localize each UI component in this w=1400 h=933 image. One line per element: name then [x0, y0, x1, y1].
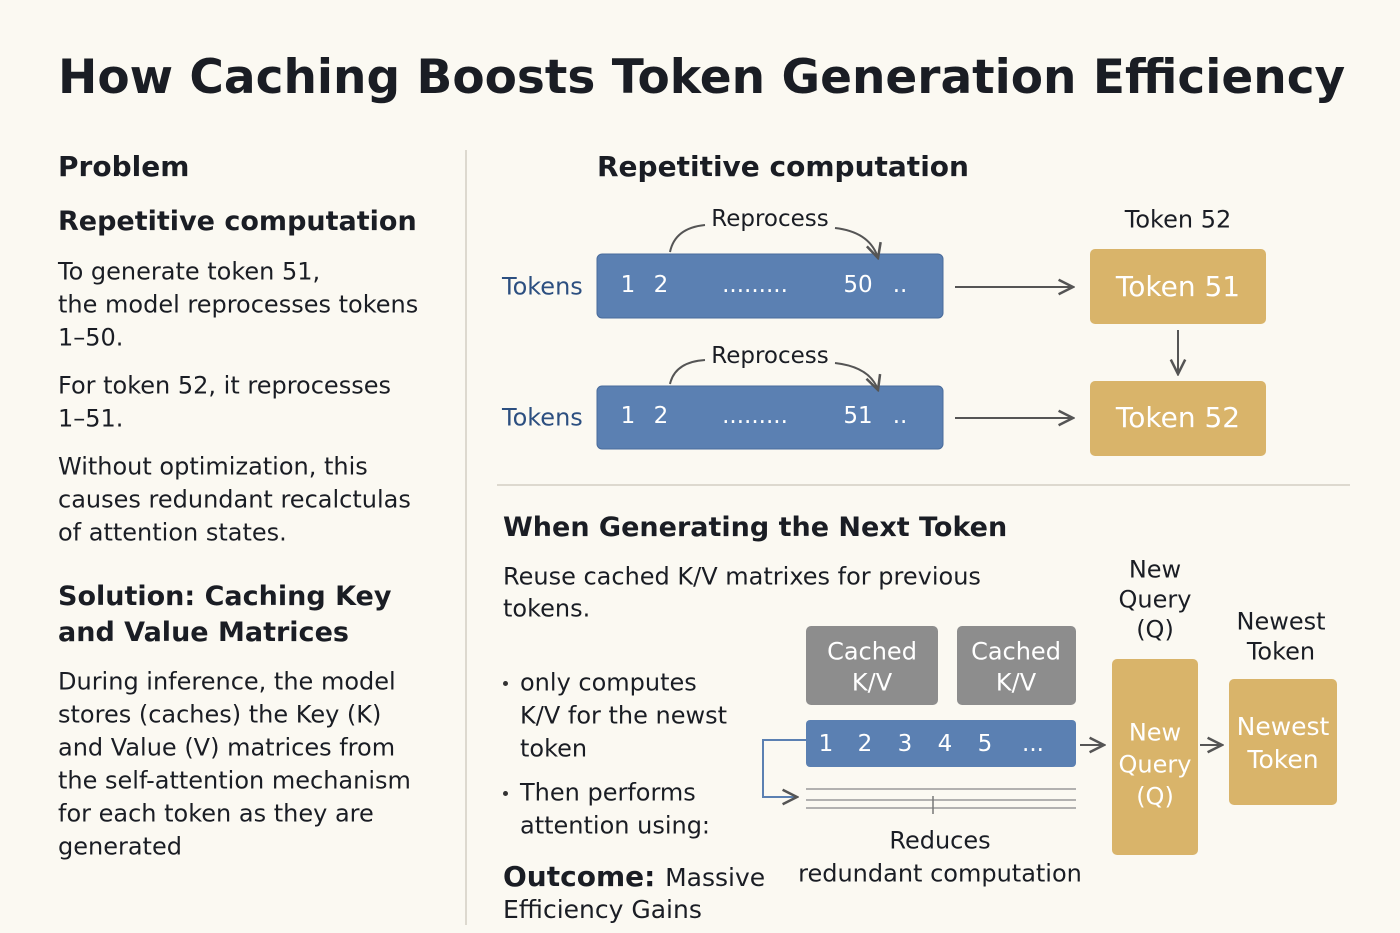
sequence-item: .. [892, 403, 908, 430]
newest-label: Newest [1236, 712, 1330, 741]
paragraph-line: causes redundant recalctulas [58, 485, 411, 514]
bullet-line: K/V for the newst [520, 701, 728, 730]
sequence-item: 4 [937, 731, 953, 758]
sequence-item: ... [1022, 731, 1044, 758]
query-label: Query [1118, 750, 1192, 779]
token-bar [596, 253, 944, 319]
caption: New [1128, 555, 1182, 584]
heading: When Generating the Next Token [503, 511, 1008, 543]
sequence-item: .. [892, 272, 908, 299]
sequence-item: 1 [818, 731, 834, 758]
bullet-marker [503, 791, 508, 796]
bullet-line: attention using: [520, 811, 711, 840]
section-label: Problem [58, 150, 190, 184]
token-box [1090, 249, 1266, 324]
sequence-item: 2 [653, 272, 669, 299]
annotation: Reprocess [711, 206, 829, 233]
query-label: New [1128, 718, 1182, 747]
sequence-item: 1 [620, 403, 636, 430]
bullet-line: token [520, 734, 588, 763]
row-label: Tokens [502, 272, 583, 301]
query-label: (Q) [1136, 782, 1174, 811]
note-line: redundant computation [798, 859, 1082, 888]
bullet-marker [503, 681, 508, 686]
token-label: Token 52 [1115, 401, 1241, 435]
sequence-item: 1 [620, 272, 636, 299]
reprocess-arrow [834, 362, 878, 390]
heading: Repetitive computation [597, 150, 969, 184]
paragraph-line: 1–50. [58, 323, 124, 352]
bracket-arrow [762, 739, 806, 797]
newest-box [1229, 679, 1337, 805]
cache-label: Cached [971, 637, 1061, 666]
paragraph-line: the self-attention mechanism [58, 766, 411, 795]
reprocess-arrow [834, 227, 878, 258]
paragraph-line: During inference, the model [58, 667, 396, 696]
heading: Solution: Caching Key [58, 580, 392, 612]
sequence-item: ......... [722, 403, 788, 430]
row-label: Tokens [502, 403, 583, 432]
cache-label: Cached [827, 637, 917, 666]
paragraph-line: Without optimization, this [58, 452, 368, 481]
token-box [1090, 381, 1266, 456]
sequence-item: 3 [897, 731, 913, 758]
paragraph-line: For token 52, it reprocesses [58, 371, 391, 400]
token-bar [596, 385, 944, 450]
paragraph-line: tokens. [503, 594, 591, 623]
paragraph-line: 1–51. [58, 404, 124, 433]
caption: (Q) [1136, 615, 1174, 644]
newest-label: Token [1247, 745, 1319, 774]
bullet-line: only computes [520, 668, 697, 697]
annotation: Reprocess [711, 343, 829, 370]
paragraph-line: of attention states. [58, 518, 287, 547]
sequence-item: ......... [722, 272, 788, 299]
sequence-item: 51 [843, 403, 873, 430]
sequence-item: 50 [843, 272, 873, 299]
paragraph-line: generated [58, 832, 182, 861]
heading: Repetitive computation [58, 205, 417, 237]
cache-block [957, 626, 1076, 705]
caption: Token [1246, 637, 1316, 666]
note-line: Reduces [889, 826, 991, 855]
outcome-label: Outcome: [503, 860, 666, 894]
paragraph-line: the model reprocesses tokens [58, 290, 419, 319]
cache-label: K/V [851, 668, 893, 697]
paragraph-line: for each token as they are [58, 799, 374, 828]
token-label: Token 51 [1115, 270, 1241, 304]
sequence-item: 5 [977, 731, 993, 758]
reprocess-curve [669, 359, 706, 385]
paragraph-line: Reuse cached K/V matrixes for previous [503, 562, 981, 591]
bullet-line: Then performs [520, 778, 696, 807]
cache-block [806, 626, 938, 705]
caption: Token 52 [1124, 205, 1232, 234]
outcome-text: Massive [665, 863, 766, 893]
paragraph-line: stores (caches) the Key (K) [58, 700, 382, 729]
paragraph-line: To generate token 51, [58, 257, 321, 286]
heading: and Value Matrices [58, 616, 349, 648]
reprocess-curve [669, 224, 706, 253]
sequence-item: 2 [857, 731, 873, 758]
outcome-text: Efficiency Gains [503, 895, 702, 924]
sequence-bar [806, 720, 1076, 767]
query-box [1112, 659, 1198, 855]
caption: Query [1118, 585, 1192, 614]
caption: Newest [1236, 607, 1326, 636]
cache-label: K/V [995, 668, 1037, 697]
sequence-item: 2 [653, 403, 669, 430]
paragraph-line: and Value (V) matrices from [58, 733, 396, 762]
title: How Caching Boosts Token Generation Effi… [58, 49, 1346, 105]
outcome: Outcome: Massive [503, 860, 765, 894]
